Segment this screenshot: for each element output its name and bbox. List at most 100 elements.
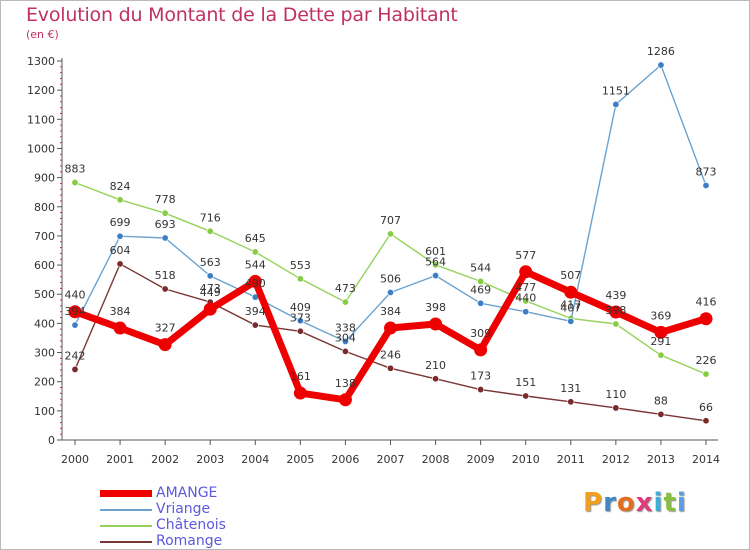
data-point-amange [699,312,713,326]
y-minor-tick [60,317,62,319]
legend-swatch-romange [100,541,152,543]
logo-letter: t [663,488,677,518]
data-label-vriange: 407 [560,301,581,314]
data-label-amange: 327 [155,322,176,335]
data-point-amange [68,305,82,319]
y-minor-tick [60,77,62,79]
data-point-chatenois [116,196,124,204]
y-minor-tick [60,112,62,114]
data-point-chatenois [612,320,620,328]
data-point-vriange [522,308,530,316]
y-minor-tick [60,287,62,289]
data-label-vriange: 469 [470,283,491,296]
data-point-romange [477,386,485,394]
y-tick-label: 1300 [27,55,55,68]
y-minor-tick [60,258,62,260]
data-label-chatenois: 553 [290,259,311,272]
y-tick-label: 500 [34,288,55,301]
y-tick-label: 1100 [27,113,55,126]
data-label-romange: 473 [200,282,221,295]
data-point-vriange [432,272,440,280]
chart-title: Evolution du Montant de la Dette par Hab… [26,4,458,26]
data-point-vriange [702,181,710,189]
data-label-romange: 110 [605,388,626,401]
data-point-chatenois [657,351,665,359]
y-tick-label: 100 [34,405,55,418]
data-label-romange: 131 [560,382,581,395]
data-label-vriange: 1286 [647,45,675,58]
data-label-chatenois: 544 [470,261,491,274]
data-point-romange [251,321,259,329]
y-minor-tick [60,153,62,155]
y-minor-tick [60,95,62,97]
data-point-romange [567,398,575,406]
data-point-vriange [116,232,124,240]
data-label-vriange: 440 [515,292,536,305]
legend-swatch-amange [100,490,152,497]
data-point-amange [113,321,127,335]
y-minor-tick [60,217,62,219]
x-tick-label: 2003 [196,453,224,466]
data-label-romange: 210 [425,359,446,372]
y-minor-tick [60,252,62,254]
y-minor-tick [60,334,62,336]
data-label-amange: 544 [245,258,266,271]
x-tick-label: 2014 [692,453,720,466]
x-tick-label: 2010 [512,453,540,466]
data-label-chatenois: 473 [335,282,356,295]
y-minor-tick [60,433,62,435]
logo-letter: o [616,488,636,518]
data-label-vriange: 409 [290,301,311,314]
data-point-amange [474,343,488,357]
data-label-amange: 440 [65,289,86,302]
data-label-chatenois: 645 [245,232,266,245]
x-tick-label: 2002 [151,453,179,466]
data-label-romange: 88 [654,394,668,407]
unit-label: (en €) [26,28,59,41]
data-label-amange: 577 [515,249,536,262]
data-point-romange [612,404,620,412]
data-label-vriange: 693 [155,218,176,231]
data-point-vriange [296,317,304,325]
y-minor-tick [60,427,62,429]
data-label-amange: 416 [696,296,717,309]
data-label-vriange: 490 [245,277,266,290]
x-tick-label: 2000 [61,453,89,466]
data-label-vriange: 564 [425,256,446,269]
y-minor-tick [60,305,62,307]
data-label-amange: 439 [605,289,626,302]
data-point-vriange [567,317,575,325]
legend-label-chatenois: Châtenois [156,517,226,533]
y-minor-tick [60,107,62,109]
x-tick-label: 2012 [602,453,630,466]
data-point-chatenois [251,248,259,256]
data-point-amange [248,274,262,288]
y-minor-tick [60,422,62,424]
x-tick-label: 2001 [106,453,134,466]
legend-swatch-vriange [100,509,152,511]
y-minor-tick [60,229,62,231]
y-minor-tick [60,130,62,132]
y-tick-label: 400 [34,317,55,330]
y-minor-tick [60,247,62,249]
y-minor-tick [60,299,62,301]
y-minor-tick [60,83,62,85]
y-minor-tick [60,346,62,348]
data-label-chatenois: 226 [696,354,717,367]
data-point-romange [296,327,304,335]
y-minor-tick [60,188,62,190]
x-tick-label: 2005 [286,453,314,466]
y-minor-tick [60,241,62,243]
data-label-amange: 138 [335,377,356,390]
data-label-romange: 373 [290,311,311,324]
y-minor-tick [60,136,62,138]
data-point-chatenois [477,277,485,285]
y-minor-tick [60,392,62,394]
logo-letter: P [583,488,604,518]
data-label-romange: 304 [335,331,356,344]
y-minor-tick [60,328,62,330]
data-label-romange: 151 [515,376,536,389]
data-point-amange [158,338,172,352]
data-point-vriange [161,234,169,242]
data-point-amange [609,305,623,319]
